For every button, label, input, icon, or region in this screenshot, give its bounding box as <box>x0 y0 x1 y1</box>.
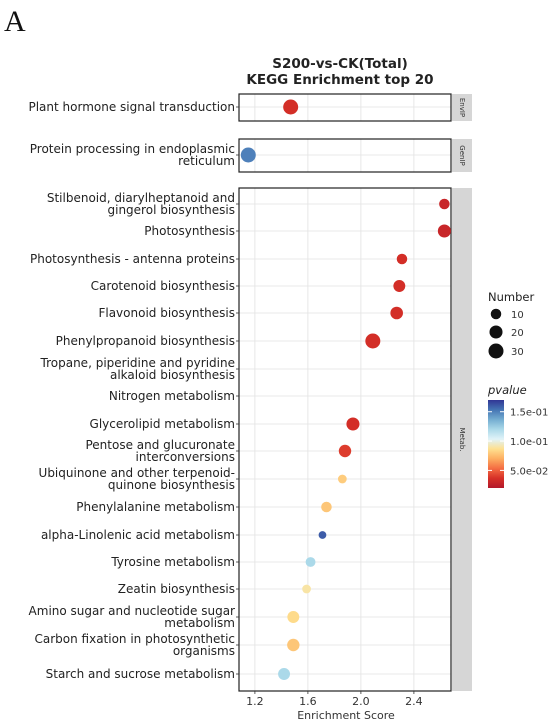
category-label: Phenylalanine metabolism <box>76 500 235 514</box>
data-point <box>287 638 300 652</box>
size-legend-dot <box>488 343 504 359</box>
size-legend-label: 10 <box>511 310 524 321</box>
category-label: Tyrosine metabolism <box>110 555 235 569</box>
chart-subtitle: KEGG Enrichment top 20 <box>246 72 433 88</box>
category-label: Starch and sucrose metabolism <box>46 667 235 681</box>
pvalue-colorbar <box>488 400 504 488</box>
pvalue-legend-title: pvalue <box>487 383 527 397</box>
pvalue-legend-label: 1.5e-01 <box>510 408 548 419</box>
facet-strip-label: GenIP <box>458 145 466 165</box>
category-label: Protein processing in endoplasmic reticul… <box>30 142 235 168</box>
category-label: Stilbenoid, diarylheptanoid and gingerol … <box>47 191 235 217</box>
plot-panels: EnvIP Plant hormone signal transduction Ge… <box>28 93 472 692</box>
x-tick-label: 2.0 <box>352 695 370 708</box>
data-point <box>390 306 403 320</box>
x-tick-label: 1.6 <box>299 695 317 708</box>
data-point <box>338 444 352 458</box>
category-label: Glycerolipid metabolism <box>90 417 235 431</box>
data-point <box>240 147 256 163</box>
chart-title: S200-vs-CK(Total) <box>272 56 408 72</box>
size-legend-title: Number <box>488 290 534 304</box>
pvalue-legend-label: 1.0e-01 <box>510 437 548 448</box>
data-point <box>393 280 406 292</box>
facet-frame <box>238 187 452 692</box>
data-point <box>318 531 327 539</box>
facet-panel: EnvIP Plant hormone signal transduction <box>28 93 472 122</box>
pvalue-legend-label: 5.0e-02 <box>510 466 548 477</box>
category-label: Nitrogen metabolism <box>109 389 235 403</box>
size-legend: Number 10 20 30 <box>488 290 534 359</box>
category-label: Plant hormone signal transduction <box>28 100 235 114</box>
category-label: Photosynthesis - antenna proteins <box>30 252 235 266</box>
data-point <box>302 584 311 594</box>
data-point <box>283 99 299 115</box>
x-axis-label: Enrichment Score <box>297 709 395 722</box>
category-label: Flavonoid biosynthesis <box>98 306 235 320</box>
category-label: Zeatin biosynthesis <box>118 582 235 596</box>
data-point <box>287 611 300 623</box>
data-point <box>346 417 360 431</box>
category-label: Pentose and glucuronate interconversions <box>85 438 235 464</box>
facet-panel: Metab. Stilbenoid, diarylheptanoid and gin… <box>29 187 472 692</box>
size-legend-label: 20 <box>511 328 524 339</box>
category-label: Photosynthesis <box>144 224 235 238</box>
pvalue-legend: pvalue 1.5e-01 1.0e-01 5.0e-02 <box>487 383 548 488</box>
category-label: alpha-Linolenic acid metabolism <box>41 528 235 542</box>
facet-strip <box>452 188 472 691</box>
category-label: Ubiquinone and other terpenoid-quinone b… <box>39 466 235 492</box>
data-point <box>365 333 381 349</box>
data-point <box>305 557 316 567</box>
facet-panel: GenIP Protein processing in endoplasmic re… <box>30 138 472 173</box>
facet-strip-label: Metab. <box>458 427 466 451</box>
facet-strip-label: EnvIP <box>458 98 466 117</box>
category-label: Tropane, piperidine and pyridine alkaloid… <box>40 356 235 382</box>
x-axis: 1.2 1.6 2.0 2.4 <box>246 691 423 708</box>
x-tick-label: 2.4 <box>405 695 423 708</box>
data-point <box>321 501 332 513</box>
facet-strip <box>452 94 472 121</box>
category-label: Carotenoid biosynthesis <box>91 279 235 293</box>
size-legend-label: 30 <box>511 347 524 358</box>
data-point <box>278 668 290 680</box>
facet-frame <box>238 138 452 173</box>
data-point <box>439 198 450 210</box>
category-label: Phenylpropanoid biosynthesis <box>56 334 235 348</box>
x-tick-label: 1.2 <box>246 695 264 708</box>
facet-strip <box>452 139 472 172</box>
category-label: Amino sugar and nucleotide sugar metaboli… <box>29 604 236 630</box>
data-point <box>337 474 347 484</box>
data-point <box>437 224 451 238</box>
category-label: Carbon fixation in photosynthetic organis… <box>34 632 235 658</box>
size-legend-dot <box>489 325 503 339</box>
data-point <box>396 253 408 265</box>
facet-frame <box>238 93 452 122</box>
panel-letter: A <box>4 5 26 38</box>
size-legend-dot <box>490 308 502 320</box>
